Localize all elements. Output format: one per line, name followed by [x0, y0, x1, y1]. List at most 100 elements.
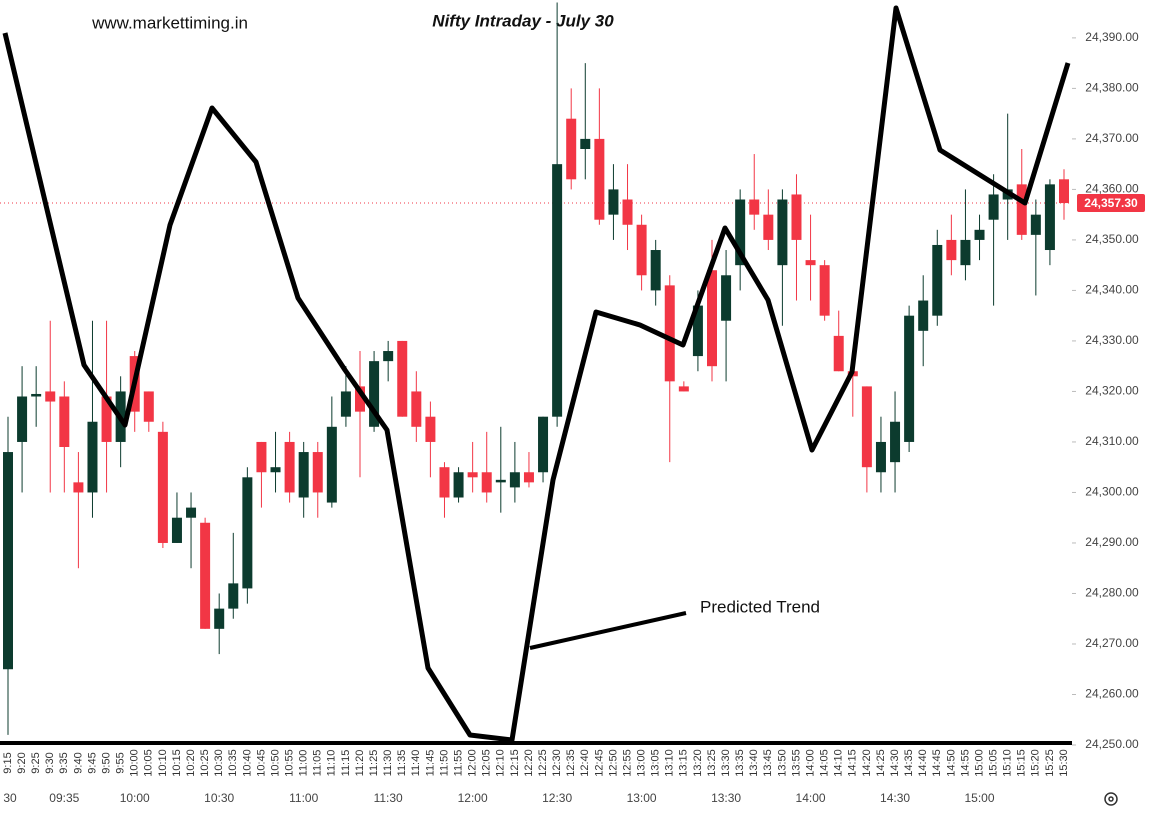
candle-body [763, 214, 774, 240]
x-tick-label: 11:30 [382, 750, 394, 777]
x-tick-label: 10:45 [255, 749, 267, 777]
x-tick-label: 13:35 [734, 749, 746, 777]
candle-body [861, 386, 872, 468]
candle-body [566, 118, 577, 180]
candle-body [157, 431, 168, 543]
x-tick-label: 14:00 [804, 749, 816, 777]
x-tick-label: 13:50 [776, 749, 788, 777]
x-tick-label: 14:15 [847, 749, 859, 777]
candle-body [1030, 214, 1041, 235]
candle-body [3, 452, 13, 670]
x-tick-label: 11:15 [340, 750, 352, 777]
candle-body [1059, 179, 1069, 204]
time-label: 09:35 [49, 791, 79, 805]
time-label: 11:30 [374, 791, 403, 805]
candle-body [819, 265, 830, 316]
y-tick-label: 24,350.00 [1085, 232, 1139, 246]
candle-body [622, 199, 633, 225]
candle-body [73, 482, 84, 493]
x-tick-label: 13:10 [664, 749, 676, 777]
candle-body [59, 396, 70, 447]
plot [0, 2, 1072, 735]
candle-body [411, 391, 422, 427]
candle-body [918, 300, 929, 331]
time-label: 14:30 [880, 791, 910, 805]
x-tick-label: 15:05 [988, 749, 1000, 777]
candle-body [1016, 184, 1027, 235]
x-tick-label: 14:20 [861, 749, 873, 777]
candle-body [17, 396, 28, 442]
x-tick-label: 11:40 [410, 750, 422, 777]
time-label: 14:00 [796, 791, 826, 805]
x-tick-label: 11:55 [452, 750, 464, 777]
annotation-pointer [529, 611, 687, 650]
x-tick-label: 12:30 [551, 749, 563, 777]
candle-body [594, 138, 605, 220]
candle-body [171, 517, 182, 543]
trend-line [2, 5, 1071, 743]
x-tick-label: 14:45 [931, 749, 943, 777]
x-tick-label: 11:10 [326, 750, 338, 777]
candle-body [284, 441, 295, 493]
x-tick-label: 10:55 [284, 749, 296, 777]
candle-body [735, 199, 746, 266]
candle-body [186, 507, 197, 518]
candle-body [425, 416, 436, 442]
y-tick-label: 24,390.00 [1085, 30, 1139, 44]
candle-body [636, 224, 647, 276]
x-tick-label: 14:30 [889, 749, 901, 777]
y-tick-label: 24,340.00 [1085, 283, 1139, 297]
time-label: 12:30 [542, 791, 572, 805]
x-tick-label: 10:40 [241, 749, 253, 777]
x-tick-label: 13:40 [748, 749, 760, 777]
x-tick-label: 12:55 [621, 749, 633, 777]
settings-icon[interactable] [1104, 792, 1118, 806]
x-tick-label: 10:10 [157, 749, 169, 777]
x-tick-label: 14:35 [903, 749, 915, 777]
y-tick-label: 24,270.00 [1085, 636, 1139, 650]
y-tick-label: 24,290.00 [1085, 535, 1139, 549]
x-tick-label: 14:10 [833, 749, 845, 777]
candle-body [805, 260, 816, 266]
candle-body [608, 189, 619, 215]
x-tick-label: 15:20 [1030, 749, 1042, 777]
candle-body [678, 386, 689, 392]
candle-body [340, 391, 351, 417]
y-tick-label: 24,360.00 [1085, 182, 1139, 196]
candle-body [101, 396, 112, 442]
x-tick-label: 9:30 [44, 752, 56, 773]
x-tick-label: 11:35 [396, 750, 408, 777]
candle-body [904, 315, 915, 442]
candle-body [650, 250, 661, 291]
candle-body [875, 441, 886, 473]
time-label: 10:00 [120, 791, 150, 805]
time-label: 13:30 [711, 791, 741, 805]
candle-body [988, 194, 999, 220]
time-label: 11:00 [289, 791, 318, 805]
candle-body [228, 583, 239, 609]
x-tick-label: 11:50 [438, 750, 450, 777]
x-tick-label: 10:05 [143, 749, 155, 777]
candle-body [383, 351, 394, 362]
x-tick-label: 11:45 [424, 750, 436, 777]
y-tick-label: 24,330.00 [1085, 333, 1139, 347]
candle-body [481, 472, 492, 493]
candle-body [397, 340, 408, 417]
x-tick-label: 14:55 [959, 749, 971, 777]
candle-body [298, 452, 309, 498]
candle-body [270, 467, 281, 473]
candle-body [242, 477, 253, 589]
y-tick-label: 24,280.00 [1085, 586, 1139, 600]
last-price-label: 24,357.30 [1084, 196, 1138, 210]
x-tick-label: 12:45 [593, 749, 605, 777]
candle-body [87, 421, 98, 493]
chart-title: Nifty Intraday - July 30 [432, 11, 614, 30]
candle-body [538, 416, 549, 473]
x-tick-label: 12:40 [579, 749, 591, 777]
x-tick-label: 13:15 [678, 749, 690, 777]
candle-body [580, 138, 591, 149]
candle-body [777, 199, 788, 266]
candle-body [932, 244, 943, 316]
candle-body [31, 393, 42, 397]
